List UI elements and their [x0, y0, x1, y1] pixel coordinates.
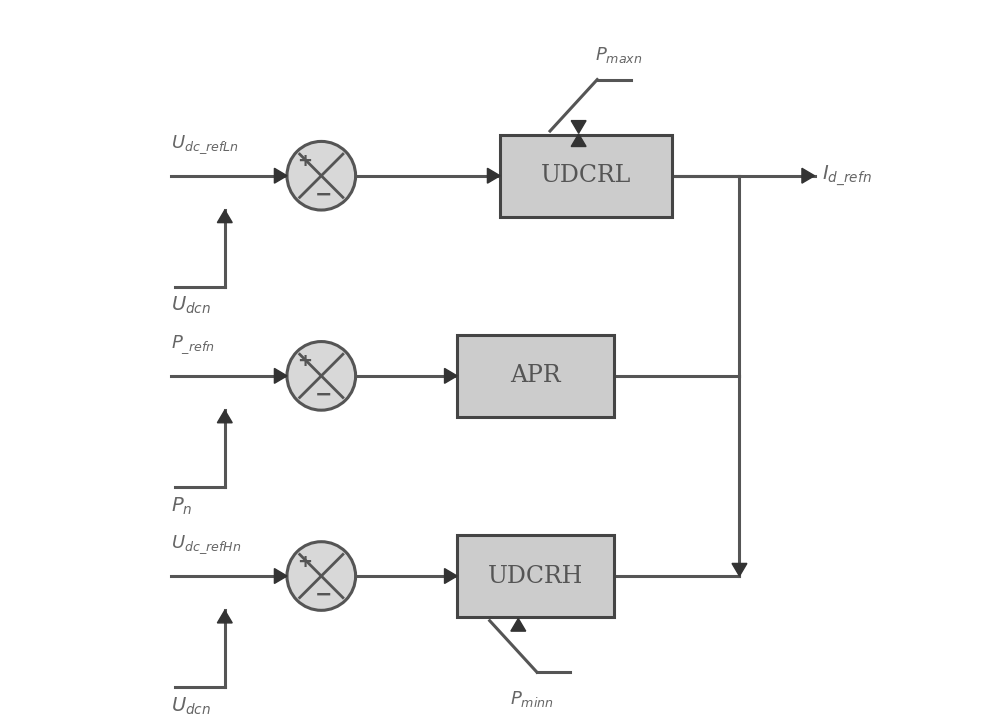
Polygon shape [217, 210, 232, 223]
Text: $P_{maxn}$: $P_{maxn}$ [595, 45, 643, 65]
Text: UDCRL: UDCRL [541, 164, 631, 187]
Text: +: + [297, 152, 312, 171]
Polygon shape [571, 134, 586, 147]
Text: $U_{dcn}$: $U_{dcn}$ [171, 696, 211, 717]
Circle shape [287, 341, 356, 410]
Polygon shape [571, 121, 586, 133]
Text: $U_{dcn}$: $U_{dcn}$ [171, 295, 211, 317]
Polygon shape [487, 168, 500, 183]
Polygon shape [217, 611, 232, 623]
Polygon shape [445, 568, 457, 584]
FancyBboxPatch shape [457, 535, 614, 617]
FancyBboxPatch shape [500, 134, 672, 217]
Text: −: − [315, 385, 333, 404]
Text: −: − [315, 585, 333, 605]
Text: +: + [297, 352, 312, 370]
FancyBboxPatch shape [457, 335, 614, 417]
Text: $P_{n}$: $P_{n}$ [171, 495, 193, 516]
Text: APR: APR [510, 364, 561, 388]
Text: $I_{d\_refn}$: $I_{d\_refn}$ [822, 163, 871, 188]
Text: UDCRH: UDCRH [488, 565, 583, 587]
Polygon shape [274, 568, 287, 584]
Polygon shape [511, 619, 526, 631]
Text: $U_{dc\_refHn}$: $U_{dc\_refHn}$ [171, 534, 242, 556]
Polygon shape [732, 563, 747, 576]
Circle shape [287, 542, 356, 611]
Polygon shape [445, 368, 457, 383]
Text: $P_{\_refn}$: $P_{\_refn}$ [171, 333, 215, 356]
Polygon shape [274, 368, 287, 383]
Text: −: − [315, 184, 333, 205]
Text: $U_{dc\_refLn}$: $U_{dc\_refLn}$ [171, 134, 239, 155]
Circle shape [287, 142, 356, 210]
Text: $P_{minn}$: $P_{minn}$ [510, 688, 553, 709]
Polygon shape [802, 168, 815, 183]
Text: +: + [297, 552, 312, 571]
Polygon shape [274, 168, 287, 183]
Polygon shape [217, 410, 232, 423]
